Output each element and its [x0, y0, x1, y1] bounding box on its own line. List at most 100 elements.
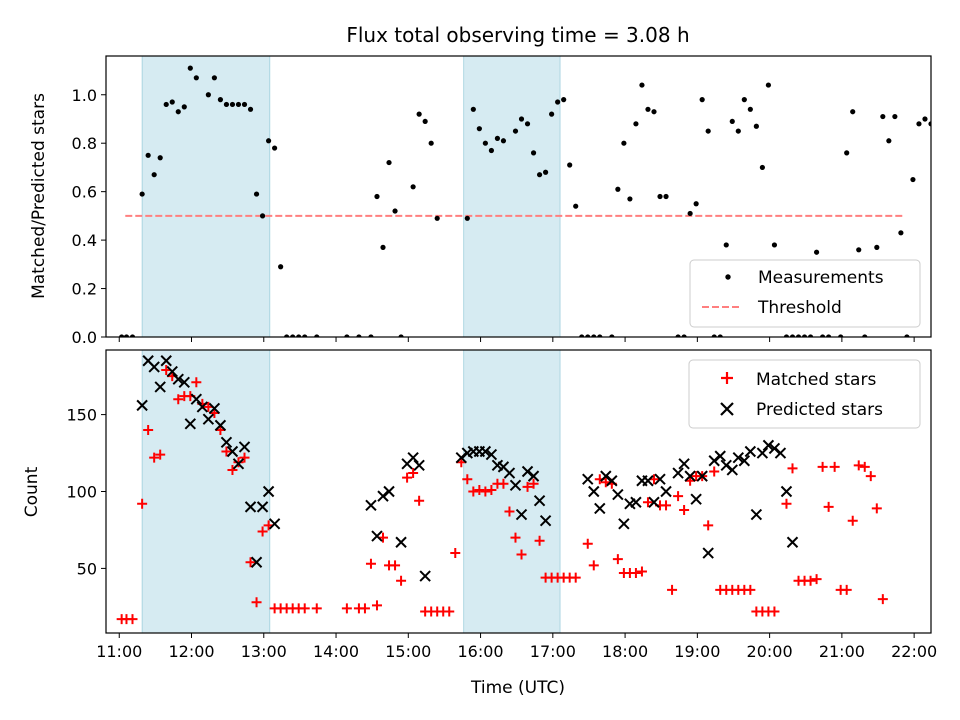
measurement-point [597, 334, 603, 337]
x-tick-label: 20:00 [747, 642, 793, 661]
measurement-point [904, 334, 910, 337]
matched-star-point [359, 603, 370, 614]
measurement-point [500, 138, 507, 144]
measurement-point [217, 97, 224, 103]
measurement-point [119, 334, 125, 337]
measurement-point [627, 196, 633, 202]
measurement-point [482, 140, 488, 146]
measurement-point [591, 334, 597, 337]
matched-star-point [510, 532, 521, 543]
matched-star-point [486, 484, 497, 495]
matched-star-point [299, 603, 310, 614]
measurement-point [735, 128, 741, 134]
matched-star-point [522, 481, 533, 492]
predicted-star-point [786, 536, 799, 548]
predicted-star-point [744, 445, 757, 458]
measurement-point [862, 334, 868, 337]
measurement-point [844, 150, 850, 156]
matched-star-point [667, 584, 678, 595]
measurement-point [699, 97, 705, 103]
matched-star-point [396, 575, 407, 586]
matched-star-point [468, 486, 479, 497]
y-tick-label: 150 [66, 406, 97, 425]
y-tick-label: 1.0 [72, 86, 97, 105]
predicted-star-point [774, 447, 787, 459]
x-tick-label: 15:00 [385, 642, 431, 661]
predicted-star-point [780, 485, 793, 498]
measurement-point [639, 82, 645, 88]
measurement-point [145, 152, 151, 158]
measurement-point [687, 210, 693, 217]
matched-star-point [769, 606, 780, 617]
measurement-point [874, 244, 880, 250]
matched-star-point [534, 535, 545, 546]
measurement-point [123, 334, 130, 337]
measurement-point [259, 213, 266, 219]
matched-star-point [137, 498, 148, 509]
matched-star-point [173, 394, 184, 405]
predicted-star-point [184, 418, 197, 430]
matched-star-point [847, 515, 858, 526]
measurement-point [880, 113, 886, 120]
measurement-point [579, 334, 585, 337]
measurement-point [645, 106, 651, 112]
measurement-point [223, 101, 230, 108]
matched-star-point [311, 603, 322, 614]
measurement-point [555, 99, 561, 105]
measurement-point [265, 138, 272, 144]
matched-star-point [365, 558, 376, 569]
matched-star-point [787, 463, 798, 474]
measurement-point [314, 334, 320, 337]
measurement-point [826, 334, 832, 337]
measurement-point [151, 172, 157, 178]
measurement-point [476, 126, 482, 132]
x-tick-label: 22:00 [891, 642, 937, 661]
measurement-point [567, 162, 573, 168]
predicted-star-point [582, 473, 594, 485]
predicted-star-point [527, 470, 540, 482]
matched-star-point [612, 554, 623, 565]
measurement-point [898, 230, 904, 236]
predicted-star-point [196, 401, 209, 413]
predicted-star-point [244, 501, 257, 513]
y-tick-label: 0.0 [72, 328, 97, 347]
measurement-point [536, 172, 543, 178]
measurement-point [296, 334, 302, 337]
predicted-star-point [726, 464, 738, 476]
top-axes-frame [105, 55, 932, 338]
predicted-star-point [750, 508, 763, 521]
matched-star-point [155, 449, 166, 460]
measurement-point [928, 121, 931, 127]
predicted-star-point [407, 451, 419, 464]
x-tick-label: 21:00 [819, 642, 865, 661]
predicted-star-point [509, 479, 522, 492]
measurement-point [717, 334, 723, 337]
predicted-star-point [594, 502, 606, 515]
matched-star-point [805, 575, 816, 586]
measurement-point [193, 75, 199, 81]
matched-star-point [504, 506, 515, 517]
matched-star-point [871, 503, 882, 514]
measurement-point [386, 159, 392, 166]
top-x-ticks [118, 337, 915, 342]
predicted-star-point [136, 399, 148, 412]
predicted-star-point [232, 458, 245, 470]
predicted-star-point [539, 515, 552, 527]
measurement-point [759, 164, 765, 171]
measurement-point [272, 145, 278, 151]
matched-star-point [257, 526, 268, 537]
matched-star-point [865, 471, 876, 482]
predicted-star-point [690, 493, 702, 505]
measurement-point [518, 116, 525, 122]
predicted-star-point [696, 470, 708, 482]
measurement-point [290, 334, 296, 337]
predicted-star-point [262, 485, 275, 498]
legend-matched-label: Matched stars [756, 370, 876, 390]
matched-star-point [859, 461, 870, 472]
measurement-point [494, 135, 501, 141]
predicted-star-point [533, 495, 546, 507]
top-shaded-regions [141, 55, 561, 338]
measurement-point [470, 106, 476, 112]
predicted-star-point [648, 496, 660, 508]
